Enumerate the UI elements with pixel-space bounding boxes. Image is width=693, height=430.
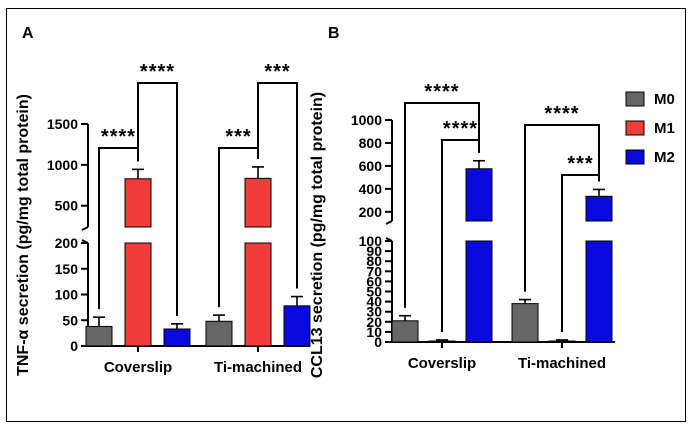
significance-label: ****: [140, 61, 175, 83]
y-tick-label: 600: [359, 158, 383, 174]
y-tick-label: 30: [366, 304, 382, 320]
significance-bracket: [561, 174, 600, 332]
y-tick-label: 60: [366, 273, 382, 289]
bar-m0: [85, 325, 113, 347]
y-tick-label: 10: [366, 324, 382, 340]
bar-m1: [548, 340, 576, 343]
bar-m0: [391, 320, 419, 343]
y-tick-label: 50: [62, 312, 78, 328]
panel-label-b: B: [328, 25, 340, 42]
y-tick-label: 400: [359, 181, 383, 197]
bar-m2: [465, 240, 493, 343]
significance-bracket: [137, 82, 178, 316]
legend-swatch-m1: [625, 120, 645, 136]
y-tick-label: 0: [70, 338, 78, 354]
x-category-label: Ti-machined: [214, 359, 302, 376]
significance-label: ****: [443, 118, 478, 140]
y-tick-label: 1000: [351, 112, 382, 128]
legend-label-m2: M2: [654, 149, 675, 166]
legend-label-m1: M1: [654, 120, 675, 137]
bar-m1: [124, 242, 152, 347]
bar-m2: [283, 305, 311, 347]
panel-a-chart: 0 50 100 150 200 500 1000 1500 TNF-α secretion (…: [15, 61, 311, 376]
y-tick-label: 20: [366, 314, 382, 330]
y-tick-label: 70: [366, 263, 382, 279]
bar-m1-upper: [124, 178, 152, 228]
x-category-label: Coverslip: [408, 355, 476, 372]
significance-label: ****: [101, 126, 136, 148]
significance-label: ****: [544, 103, 579, 125]
y-tick-label: 200: [359, 204, 383, 220]
y-tick-label: 90: [366, 243, 382, 259]
significance-label: ****: [424, 81, 459, 103]
significance-bracket: [404, 102, 480, 308]
bar-m0: [511, 303, 539, 343]
legend-swatch-m0: [625, 91, 645, 107]
legend-swatch-m2: [625, 149, 645, 165]
figure-frame: [6, 8, 686, 422]
y-tick-label: 200: [55, 235, 79, 251]
y-tick-label: 100: [55, 287, 79, 303]
y-tick-label: 500: [55, 198, 79, 214]
significance-bracket: [524, 124, 600, 292]
bar-m1: [428, 340, 456, 343]
significance-label: ***: [567, 153, 593, 175]
y-tick-label: 100: [359, 233, 383, 249]
y-tick-label: 800: [359, 135, 383, 151]
bar-m0: [205, 320, 233, 347]
axis-break: [385, 237, 393, 242]
y-tick-label: 50: [366, 284, 382, 300]
y-tick-label: 1500: [47, 116, 78, 132]
y-tick-label: 0: [374, 334, 382, 350]
x-category-label: Coverslip: [104, 359, 172, 376]
x-category-label: Ti-machined: [518, 355, 606, 372]
axis-break: [385, 220, 393, 225]
y-axis-label: TNF-α secretion (pg/mg total protein): [15, 94, 32, 376]
legend-label-m0: M0: [654, 91, 675, 108]
bar-m2-upper: [585, 195, 613, 222]
y-tick-label: 1000: [47, 157, 78, 173]
bar-m1: [244, 242, 272, 347]
bar-m2-upper: [465, 168, 493, 222]
significance-label: ***: [264, 61, 290, 83]
y-tick-label: 150: [55, 261, 79, 277]
y-tick-label: 40: [366, 294, 382, 310]
panel-label-a: A: [22, 25, 34, 42]
bar-m1-upper: [244, 177, 272, 228]
y-tick-label: 80: [366, 253, 382, 269]
y-axis-label: CCL13 secretion (pg/mg total protein): [309, 92, 326, 378]
bar-m2: [163, 328, 191, 347]
axis-break: [81, 239, 89, 244]
legend: M0 M1 M2: [625, 91, 675, 166]
bar-m2: [585, 240, 613, 343]
axis-break: [81, 226, 89, 231]
significance-label: ***: [225, 126, 251, 148]
significance-bracket: [441, 139, 480, 332]
significance-bracket: [257, 82, 298, 289]
